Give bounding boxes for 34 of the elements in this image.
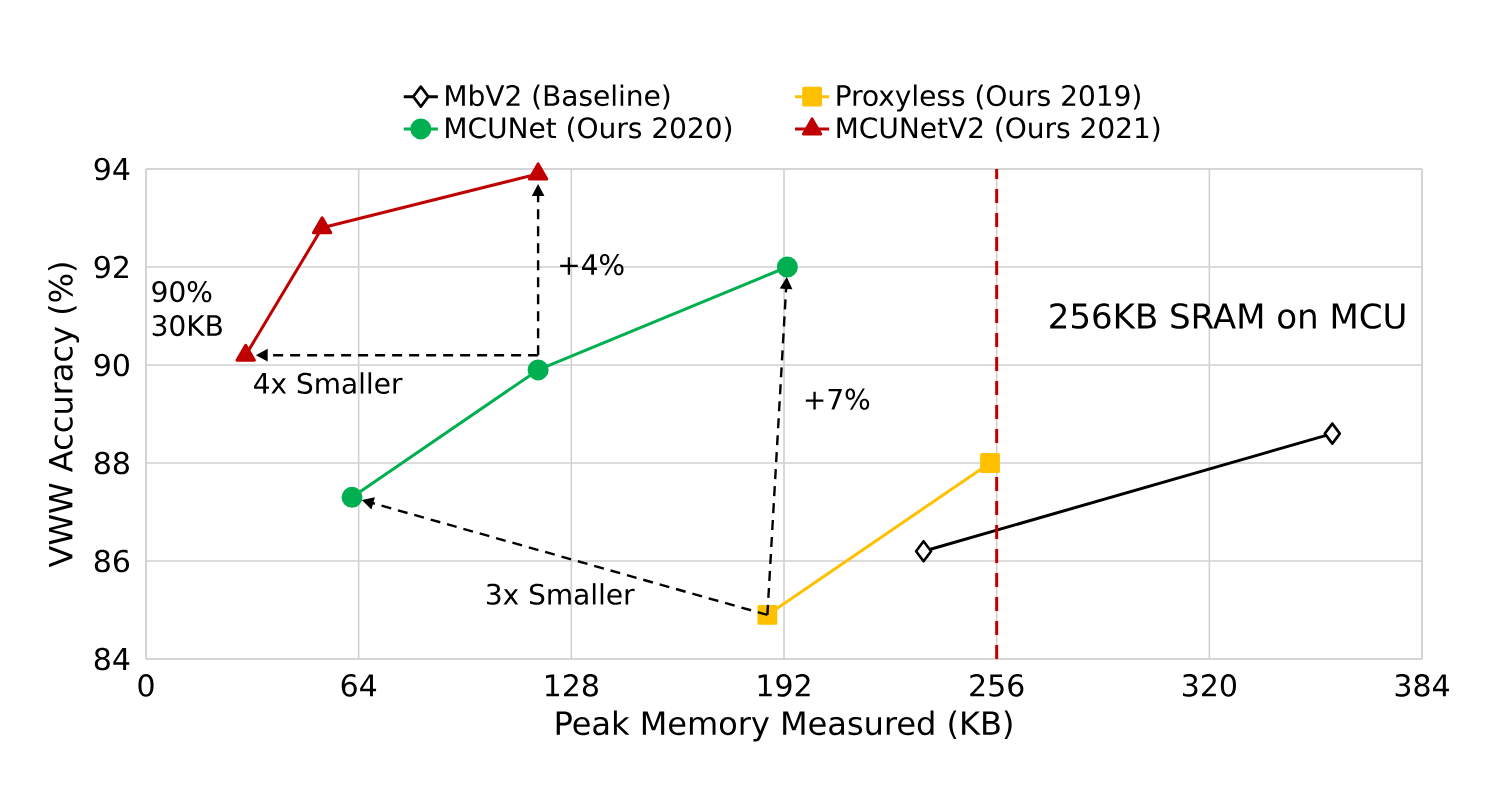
legend-label: Proxyless (Ours 2019) [837,84,1140,112]
y-tick-label: 84 [94,647,130,671]
x-tick-label: 192 [758,674,810,697]
y-tick-label: 90 [94,353,129,377]
y-axis-title: VWW Accuracy (%) [48,263,80,568]
annotation: +4% [560,253,624,276]
annotation: +7% [805,388,870,410]
point [527,162,549,181]
x-tick-label: 128 [546,674,598,697]
point [776,256,798,278]
x-tick-label: 256 [970,674,1024,697]
y-tick-label: 88 [94,451,129,475]
annotation: 90% 30KB [152,280,222,337]
x-tick-label: 320 [1183,674,1236,697]
legend-label: MCUNetV2 (Ours 2021) [837,116,1160,142]
annotation: 3x Smaller [486,583,635,605]
point [914,539,933,563]
point [235,343,256,362]
x-axis-title: Peak Memory Measured (KB) [556,710,1012,742]
annotation: 4x Smaller [254,372,403,394]
point [1323,422,1342,445]
point [311,216,333,235]
ref-line-label: 256KB SRAM on MCU [1050,303,1405,329]
point [341,486,363,508]
point [980,453,1000,473]
x-tick-label: 64 [341,674,377,697]
y-tick-label: 86 [94,549,130,573]
legend-label: MbV2 (Baseline) [446,84,670,110]
x-tick-label: 0 [138,674,154,697]
y-tick-label: 92 [94,255,128,279]
y-tick-label: 94 [94,157,130,181]
point [527,359,549,381]
x-tick-label: 384 [1395,674,1449,697]
legend-label: MCUNet (Ours 2020) [446,116,732,142]
